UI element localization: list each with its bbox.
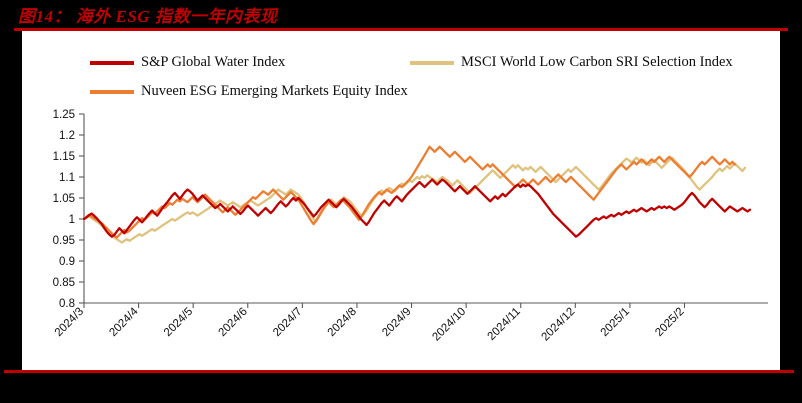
y-axis-tick-label: 0.95 — [53, 235, 75, 247]
legend-item-nuveen-esg-em[interactable]: Nuveen ESG Emerging Markets Equity Index — [90, 83, 408, 100]
chart-container: S&P Global Water Index MSCI World Low Ca… — [22, 30, 780, 370]
x-axis-tick-label: 2024/8 — [326, 306, 359, 339]
y-axis-tick-label: 1 — [69, 214, 75, 226]
series-line — [82, 145, 737, 239]
x-axis-tick-label: 2024/9 — [380, 306, 413, 339]
x-axis-tick-label: 2024/6 — [217, 306, 250, 339]
y-axis-tick-label: 0.8 — [59, 298, 75, 310]
y-axis-tick-label: 1.05 — [53, 193, 75, 205]
x-axis-tick-label: 2025/1 — [599, 306, 632, 339]
x-axis-tick-label: 2025/2 — [653, 306, 686, 339]
x-axis-tick-label: 2024/4 — [107, 305, 141, 339]
x-axis-tick-label: 2024/3 — [53, 306, 86, 339]
y-axis-tick-label: 1.1 — [59, 172, 75, 184]
legend-swatch-icon — [90, 60, 134, 65]
x-axis-tick-label: 2024/5 — [162, 306, 195, 339]
title-rule-top — [14, 28, 788, 31]
x-axis-tick-label: 2024/12 — [540, 306, 578, 344]
y-axis-tick-label: 1.15 — [53, 151, 75, 163]
y-axis-tick-label: 0.85 — [53, 277, 75, 289]
y-axis-tick-label: 1.2 — [59, 130, 75, 142]
y-axis-tick-label: 1.25 — [53, 109, 75, 121]
legend-swatch-icon — [410, 60, 454, 65]
x-axis-tick-label: 2024/11 — [486, 306, 523, 343]
x-axis-tick-label: 2024/10 — [430, 306, 468, 344]
legend-swatch-icon — [90, 89, 134, 94]
legend-item-msci-low-carbon[interactable]: MSCI World Low Carbon SRI Selection Inde… — [410, 54, 733, 71]
legend-item-sp-global-water[interactable]: S&P Global Water Index — [90, 54, 285, 71]
chart-legend: S&P Global Water Index MSCI World Low Ca… — [22, 48, 780, 110]
figure-title: 图14： 海外 ESG 指数一年内表现 — [18, 7, 278, 26]
legend-label: Nuveen ESG Emerging Markets Equity Index — [141, 83, 408, 99]
y-axis-tick-label: 0.9 — [59, 256, 75, 268]
series-line — [82, 178, 752, 238]
legend-label: S&P Global Water Index — [141, 54, 286, 70]
plot-area: 1.25 1.2 1.15 1.1 1.05 1 0.95 0.9 0.85 0.8 2024/3 2… — [22, 30, 780, 370]
series-line — [82, 156, 747, 244]
legend-label: MSCI World Low Carbon SRI Selection Inde… — [461, 54, 733, 70]
figure-rule-bottom — [4, 370, 794, 373]
x-axis-tick-label: 2024/7 — [271, 306, 304, 339]
